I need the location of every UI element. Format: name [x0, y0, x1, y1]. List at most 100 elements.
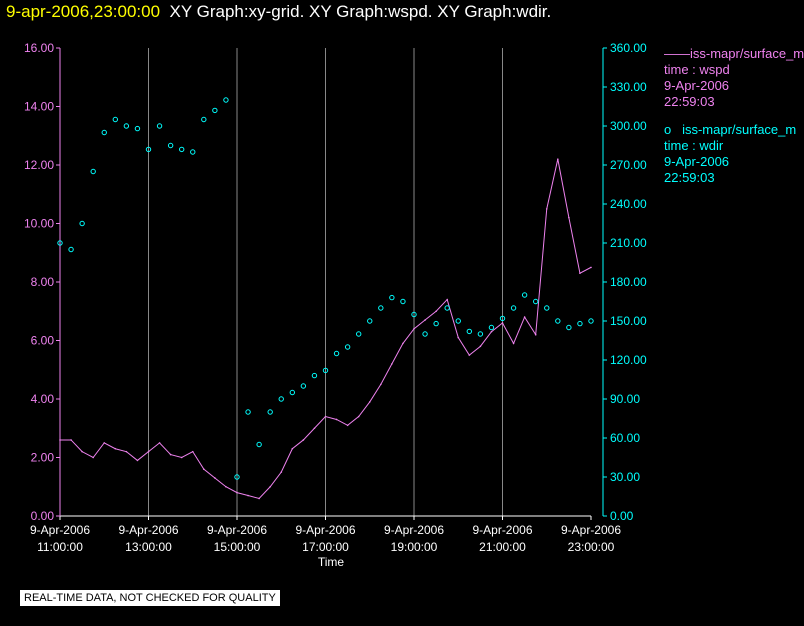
wspd-point	[191, 450, 194, 453]
wdir-point	[367, 318, 373, 324]
wspd-point	[501, 322, 504, 324]
wspd-point	[136, 459, 139, 462]
wdir-point	[256, 441, 262, 448]
legend-line-icon: ——	[664, 46, 690, 61]
wspd-point	[225, 485, 227, 488]
wspd-point	[280, 471, 283, 473]
wspd-point	[180, 456, 183, 459]
wdir-point	[355, 331, 362, 337]
wdir-point	[245, 409, 251, 415]
wdir-point	[68, 246, 74, 253]
wdir-point	[455, 318, 461, 324]
wdir-point	[544, 305, 550, 311]
x-axis-label: Time	[318, 555, 345, 569]
y-left-tick-label: 16.00	[24, 41, 54, 55]
wdir-point	[234, 474, 240, 480]
wdir-point	[201, 116, 207, 123]
wdir-point	[79, 220, 85, 227]
wspd-point	[402, 342, 404, 345]
wspd-point	[413, 328, 415, 330]
wdir-point	[289, 389, 296, 396]
y-right-tick-label: 90.00	[610, 392, 640, 406]
wdir-point	[521, 292, 528, 298]
x-tick-time: 15:00:00	[214, 540, 261, 554]
wspd-point	[92, 456, 94, 459]
y-left-tick-label: 0.00	[31, 509, 55, 523]
y-right-tick-label: 180.00	[610, 275, 647, 289]
wspd-point	[479, 345, 482, 348]
wdir-point	[477, 331, 484, 337]
wspd-point	[147, 450, 150, 453]
legend-wspd-date: 9-Apr-2006	[664, 78, 730, 93]
wdir-series	[57, 97, 594, 480]
grid-layer	[148, 48, 503, 516]
wdir-point	[378, 305, 384, 311]
wspd-point	[534, 333, 537, 336]
wspd-point	[380, 383, 382, 386]
wdir-point	[488, 324, 495, 331]
y-left-tick-label: 2.00	[31, 451, 55, 465]
wspd-point	[346, 424, 349, 427]
wspd-point	[114, 447, 117, 450]
wspd-point	[512, 342, 515, 345]
wspd-point	[557, 158, 559, 160]
y-left-tick-label: 14.00	[24, 100, 54, 114]
legend-circle-icon: o	[664, 122, 672, 137]
legend-wdir-time-label: time : wdir	[664, 138, 724, 153]
wspd-point	[468, 354, 471, 356]
wdir-point	[178, 146, 185, 153]
wdir-point	[90, 168, 96, 175]
y-right-tick-label: 150.00	[610, 314, 647, 328]
wspd-point	[357, 415, 360, 418]
wdir-point	[444, 305, 450, 311]
wdir-point	[422, 331, 428, 337]
wdir-point	[389, 294, 395, 301]
x-tick-date: 9-Apr-2006	[118, 523, 178, 537]
wspd-point	[523, 316, 526, 318]
y-right-tick-label: 210.00	[610, 236, 647, 250]
wdir-point	[212, 107, 218, 114]
wspd-point	[169, 453, 172, 456]
wdir-point	[411, 311, 417, 318]
x-tick-time: 11:00:00	[37, 540, 83, 554]
y-right-tick-label: 330.00	[610, 80, 647, 94]
chart-graph-names: XY Graph:xy-grid. XY Graph:wspd. XY Grap…	[169, 2, 552, 21]
wspd-point	[81, 450, 83, 453]
wdir-point	[333, 350, 340, 357]
wdir-point	[322, 367, 329, 374]
wdir-point	[588, 318, 594, 324]
legend-wspd-label: iss-mapr/surface_m	[690, 46, 804, 61]
wdir-point	[566, 324, 572, 331]
y-right-tick-label: 120.00	[610, 353, 647, 367]
x-tick-date: 9-Apr-2006	[384, 523, 444, 537]
wdir-point	[532, 298, 539, 305]
wdir-point	[167, 142, 174, 149]
wdir-point	[577, 320, 583, 327]
y-right-tick-label: 270.00	[610, 158, 647, 172]
legend-wspd-time: 22:59:03	[664, 94, 715, 109]
wdir-point	[499, 315, 506, 322]
x-tick-time: 13:00:00	[125, 540, 172, 554]
wspd-point	[590, 266, 592, 269]
wdir-point	[123, 123, 130, 129]
y-right-tick-label: 60.00	[610, 431, 640, 445]
wspd-point	[236, 491, 238, 494]
legend-wspd: ——iss-mapr/surface_m time : wspd 9-Apr-2…	[664, 46, 804, 110]
wdir-point	[278, 396, 284, 402]
legend-wdir-date: 9-Apr-2006	[664, 154, 730, 169]
x-tick-time: 19:00:00	[391, 540, 438, 554]
y-left-tick-label: 12.00	[24, 158, 54, 172]
wspd-point	[457, 336, 460, 339]
axis-layer: 9-Apr-2006 11:00:00 9-Apr-2006 13:00:00 9-Ap…	[24, 41, 647, 554]
y-left-tick-label: 6.00	[31, 334, 55, 348]
x-tick-date: 9-Apr-2006	[295, 523, 355, 537]
quality-notice: REAL-TIME DATA, NOT CHECKED FOR QUALITY	[20, 590, 280, 606]
x-tick-date: 9-Apr-2006	[207, 523, 267, 537]
y-right-tick-label: 0.00	[610, 509, 634, 523]
wdir-point	[112, 116, 119, 123]
wdir-point	[300, 383, 307, 389]
wdir-point	[344, 344, 351, 350]
wspd-point	[291, 447, 294, 450]
wspd-point	[302, 439, 305, 441]
wdir-point	[267, 409, 273, 415]
